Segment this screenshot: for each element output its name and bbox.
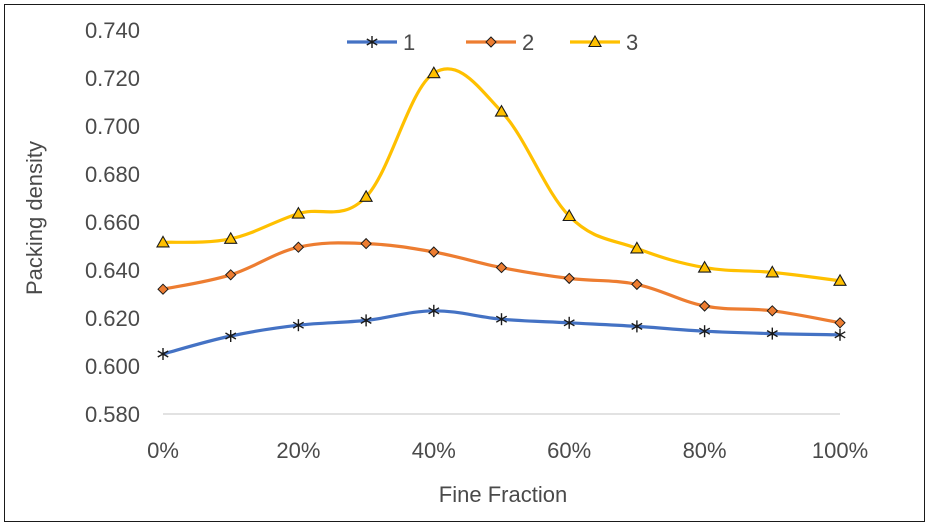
asterisk-stroke (292, 321, 304, 329)
diamond-marker (698, 300, 711, 312)
asterisk-marker (360, 314, 372, 327)
diamond-marker (157, 283, 169, 295)
y-tick-label: 0.580 (85, 402, 140, 427)
asterisk-stroke (631, 322, 643, 331)
asterisk-marker (292, 319, 304, 332)
x-tick-label: 20% (276, 438, 320, 463)
triangle-marker (697, 260, 712, 273)
asterisk-stroke (366, 38, 378, 46)
legend-item-2: 2 (466, 30, 534, 55)
triangle-marker (833, 273, 847, 286)
triangle-marker (765, 265, 780, 278)
diamond-marker (563, 272, 575, 285)
diamond-marker (834, 317, 846, 329)
y-tick-label: 0.620 (85, 306, 140, 331)
asterisk-stroke (766, 329, 778, 338)
x-tick-label: 80% (683, 438, 727, 463)
diamond-marker (224, 269, 237, 281)
asterisk-stroke (563, 319, 575, 327)
asterisk-marker (563, 316, 575, 329)
asterisk-stroke (157, 350, 169, 358)
asterisk-stroke (360, 316, 372, 325)
legend: 1 2 3 (347, 30, 638, 55)
asterisk-marker (495, 313, 508, 326)
asterisk-marker (225, 330, 237, 342)
asterisk-marker (366, 36, 378, 48)
y-tick-label: 0.740 (85, 18, 140, 43)
asterisk-stroke (225, 332, 237, 340)
triangle-marker (359, 189, 374, 202)
y-tick-label: 0.700 (85, 114, 140, 139)
asterisk-marker (699, 325, 711, 338)
asterisk-marker (834, 328, 846, 341)
diamond-marker (495, 261, 508, 274)
y-tick-label: 0.640 (85, 258, 140, 283)
x-tick-label: 100% (812, 438, 868, 463)
legend-label: 1 (403, 30, 415, 55)
asterisk-stroke (428, 307, 440, 315)
series-2 (157, 237, 846, 329)
asterisk-stroke (699, 327, 711, 335)
triangle-marker (223, 231, 238, 244)
asterisk-marker (428, 304, 440, 317)
triangle-marker (562, 208, 577, 222)
asterisk-marker (631, 320, 643, 333)
legend-item-1: 1 (347, 30, 415, 55)
diamond-marker (766, 305, 779, 317)
series-line (162, 67, 841, 283)
triangle-marker (629, 241, 644, 254)
y-tick-label: 0.680 (85, 162, 140, 187)
diamond-marker (631, 278, 643, 291)
triangle-marker (588, 34, 602, 48)
diamond-marker (485, 36, 497, 48)
legend-label: 2 (522, 30, 534, 55)
diamond-marker (360, 237, 372, 250)
y-tick-label: 0.720 (85, 66, 140, 91)
legend-item-3: 3 (570, 30, 638, 55)
triangle-marker (156, 235, 170, 248)
x-tick-label: 60% (547, 438, 591, 463)
triangle-marker (291, 206, 306, 219)
series-line (162, 241, 841, 325)
y-tick-label: 0.660 (85, 210, 140, 235)
asterisk-marker (766, 327, 778, 340)
x-axis-title: Fine Fraction (439, 482, 567, 507)
asterisk-marker (157, 348, 169, 360)
diamond-marker (428, 246, 440, 258)
diamond-marker (292, 241, 305, 253)
x-tick-label: 40% (412, 438, 456, 463)
series-1 (157, 304, 846, 360)
y-axis-title: Packing density (22, 141, 47, 295)
asterisk-stroke (834, 331, 846, 339)
axes: 0.580 0.600 0.620 0.640 0.660 0.680 0.700 0.720… (85, 18, 868, 463)
legend-label: 3 (626, 30, 638, 55)
chart-frame (4, 4, 925, 522)
y-tick-label: 0.600 (85, 354, 140, 379)
asterisk-stroke (495, 315, 508, 323)
triangle-marker (426, 66, 441, 79)
x-tick-label: 0% (147, 438, 179, 463)
series-3 (156, 66, 847, 286)
triangle-marker (494, 104, 509, 117)
series-layer (156, 66, 847, 360)
